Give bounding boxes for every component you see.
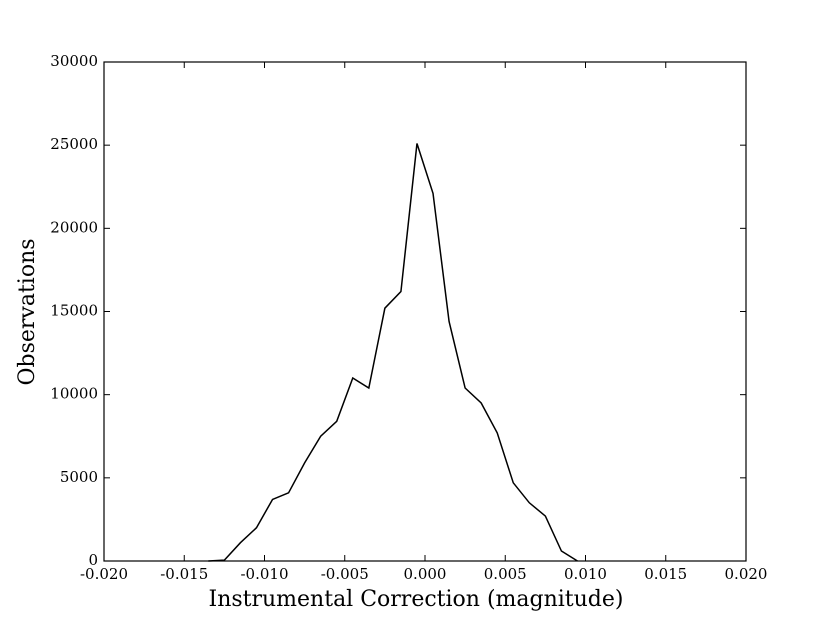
y-tick-label: 15000: [50, 302, 98, 320]
x-tick-label: -0.020: [80, 565, 128, 583]
y-tick-label: 5000: [60, 468, 98, 486]
x-tick-label: 0.010: [564, 565, 607, 583]
data-line: [208, 143, 578, 562]
x-tick-label: 0.005: [484, 565, 527, 583]
x-tick-label: -0.015: [160, 565, 208, 583]
y-tick-label: 0: [88, 551, 98, 569]
y-tick-label: 20000: [50, 218, 98, 236]
x-tick-label: 0.015: [644, 565, 687, 583]
x-tick-label: 0.020: [725, 565, 768, 583]
y-tick-label: 10000: [50, 385, 98, 403]
y-tick-label: 25000: [50, 135, 98, 153]
x-tick-label: -0.005: [321, 565, 369, 583]
x-axis-label: Instrumental Correction (magnitude): [209, 587, 624, 612]
x-tick-label: -0.010: [240, 565, 288, 583]
y-tick-label: 30000: [50, 52, 98, 70]
plot-frame: [103, 61, 747, 562]
y-axis-label: Observations: [15, 238, 40, 385]
x-tick-label: 0.000: [404, 565, 447, 583]
